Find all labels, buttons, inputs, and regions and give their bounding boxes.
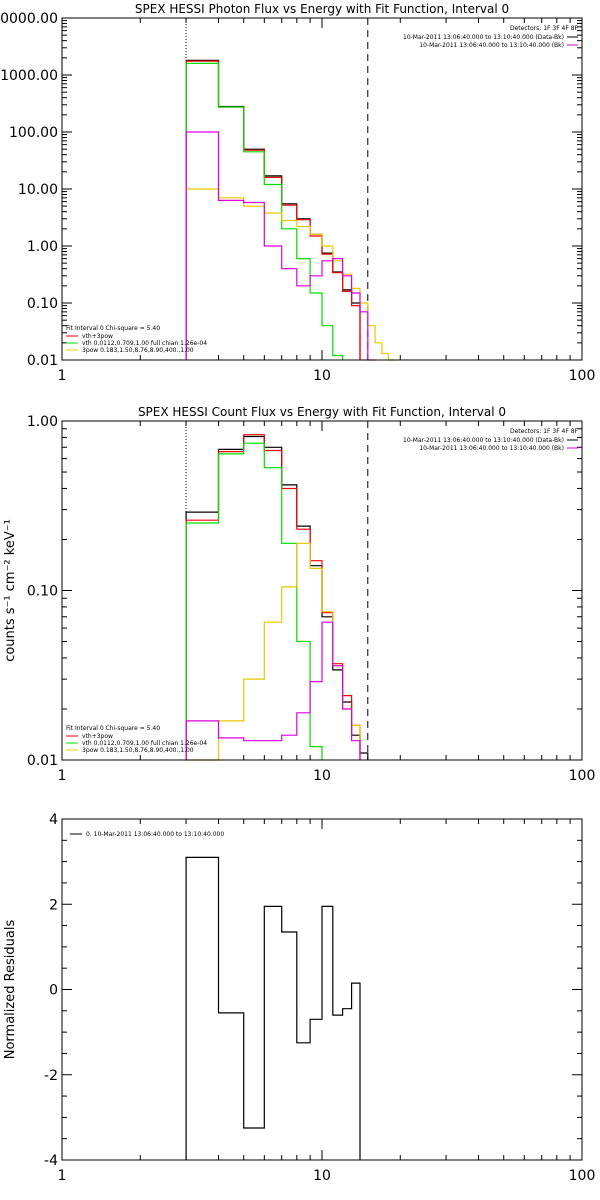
y-tick-label: 0.10 [27, 584, 58, 600]
legend-fit-header: Fit Interval 0 Chi-square = 5.40 [66, 725, 160, 732]
y-tick-label: 0.10 [27, 296, 58, 312]
legend-entry-label: 10-Mar-2011 13:06:40.000 to 13:10:40.000… [403, 437, 564, 444]
x-tick-label: 1 [58, 368, 67, 384]
chart-title: SPEX HESSI Photon Flux vs Energy with Fi… [135, 2, 509, 16]
x-tick-label: 100 [569, 368, 596, 384]
series-4-line [185, 621, 361, 760]
legend-entry-label: 0. 10-Mar-2011 13:06:40.000 to 13:10:40.… [86, 831, 224, 838]
legend-entry-label: 10-Mar-2011 13:06:40.000 to 13:10:40.000… [403, 34, 564, 41]
x-tick-label: 100 [569, 768, 596, 784]
y-tick-label: 1.00 [27, 239, 58, 255]
y-tick-label: 100.00 [9, 125, 58, 141]
series-1-line [185, 434, 361, 760]
legend-fit-header: Fit Interval 0 Chi-square = 5.40 [66, 325, 160, 332]
y-tick-label: 0.01 [27, 753, 58, 769]
y-tick-label: 0000.00 [0, 11, 58, 27]
plot-frame [61, 818, 583, 1161]
plot-frame [61, 420, 583, 761]
series-2-line [185, 62, 344, 360]
y-tick-label: 1.00 [27, 414, 58, 430]
y-tick-label: 10.00 [18, 182, 58, 198]
y-axis-label: counts s⁻¹ cm⁻² keV⁻¹ [3, 519, 18, 662]
series-3-line [185, 188, 395, 361]
y-tick-label: -2 [44, 1068, 58, 1084]
x-tick-label: 1 [58, 1168, 67, 1184]
x-tick-label: 1 [58, 768, 67, 784]
plot-frame [61, 17, 583, 361]
y-tick-label: 4 [49, 812, 58, 828]
series-0-line [185, 856, 361, 1160]
x-tick-label: 100 [569, 1168, 596, 1184]
legend-entry-label: 10-Mar-2011 13:06:40.000 to 13:10:40.000… [419, 445, 564, 452]
legend-entry-label: 3pow 0.183,1.50,8.76,8.90,400.,1.00 [82, 347, 194, 354]
legend-entry-label: vth+3pow [82, 733, 113, 740]
legend-entry-label: 10-Mar-2011 13:06:40.000 to 13:10:40.000… [419, 42, 564, 49]
y-tick-label: 1000.00 [0, 68, 58, 84]
y-tick-label: 0 [49, 983, 58, 999]
legend-entry-label: 3pow 0.183,1.50,8.76,8.90,400.,1.00 [82, 747, 194, 754]
legend-detectors: Detectors: 1F 3F 4F 8F [510, 428, 579, 435]
x-tick-label: 10 [313, 768, 331, 784]
y-tick-label: -4 [44, 1153, 58, 1169]
legend-detectors: Detectors: 1F 3F 4F 8F [510, 25, 579, 32]
y-axis-label: Normalized Residuals [3, 920, 18, 1060]
series-3-line [186, 542, 361, 761]
legend-entry-label: vth 0.0112,0.709,1.00 full chian 1.26e-0… [82, 340, 207, 347]
x-tick-label: 10 [313, 368, 331, 384]
series-1-line [185, 60, 361, 360]
legend-entry-label: vth+3pow [82, 333, 113, 340]
legend-entry-label: vth 0.0112,0.709,1.00 full chian 1.26e-0… [82, 740, 207, 747]
series-0-line [185, 59, 361, 360]
y-tick-label: 0.01 [27, 353, 58, 369]
series-0-line [185, 435, 369, 760]
chart-title: SPEX HESSI Count Flux vs Energy with Fit… [138, 405, 506, 419]
series-4-line [185, 131, 376, 361]
x-tick-label: 10 [313, 1168, 331, 1184]
y-tick-label: 2 [49, 897, 58, 913]
